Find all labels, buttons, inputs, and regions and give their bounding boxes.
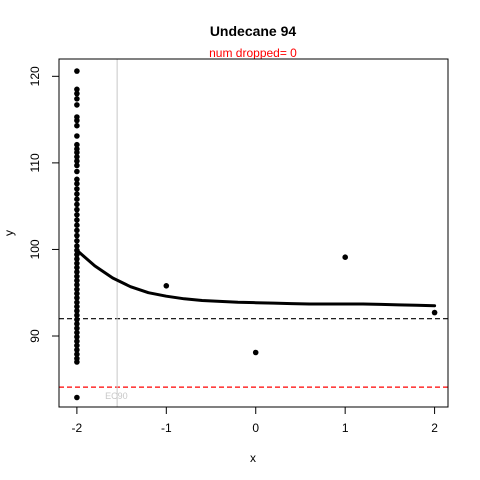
fit-curve <box>75 248 437 308</box>
data-point <box>74 290 80 297</box>
data-point <box>342 254 349 260</box>
y-tick-label: 90 <box>28 329 42 343</box>
y-tick-label: 100 <box>28 239 42 259</box>
data-point <box>74 122 80 129</box>
data-point <box>74 102 80 108</box>
data-point <box>74 238 80 244</box>
data-point <box>74 347 80 353</box>
data-point <box>74 303 80 310</box>
data-point <box>74 247 80 254</box>
x-tick-label: -2 <box>72 421 83 435</box>
data-point <box>74 251 80 258</box>
data-point <box>74 329 80 336</box>
data-point <box>74 264 80 271</box>
data-point <box>74 277 80 284</box>
data-point <box>74 196 80 202</box>
data-point <box>74 96 80 102</box>
data-point <box>74 273 80 280</box>
data-point <box>74 334 80 340</box>
data-point <box>74 286 80 293</box>
x-tick-label: 0 <box>252 421 259 435</box>
data-point <box>74 227 80 234</box>
x-axis: -2 -1 0 1 2 <box>72 407 438 435</box>
x-tick-label: -1 <box>161 421 172 435</box>
data-point <box>74 201 80 208</box>
y-tick-label: 120 <box>28 66 42 86</box>
data-point <box>74 256 80 262</box>
x-axis-label: x <box>250 451 256 465</box>
data-point <box>74 176 80 183</box>
plot-content: EC90 <box>59 59 448 407</box>
chart-subtitle: num dropped= 0 <box>209 46 297 60</box>
data-point <box>74 68 80 74</box>
data-point <box>74 186 80 192</box>
data-point <box>74 342 80 349</box>
data-point <box>74 212 80 218</box>
data-point <box>74 351 80 358</box>
data-point <box>74 217 80 223</box>
data-point <box>74 149 80 156</box>
data-point <box>74 394 80 401</box>
data-point <box>74 299 80 306</box>
data-point <box>74 312 80 319</box>
data-point <box>252 349 259 356</box>
data-point <box>74 316 80 323</box>
chart-title: Undecane 94 <box>210 23 297 39</box>
y-axis: 90 100 110 120 <box>28 66 59 343</box>
data-point <box>74 260 80 267</box>
data-point <box>74 206 80 213</box>
data-point <box>74 232 80 239</box>
y-axis-label: y <box>2 230 16 236</box>
data-point <box>74 158 80 164</box>
data-point <box>74 168 80 175</box>
data-point <box>74 133 80 139</box>
data-point <box>74 222 80 228</box>
data-point <box>74 162 80 169</box>
data-point <box>74 86 80 93</box>
data-point <box>74 338 80 345</box>
data-point <box>74 295 80 301</box>
data-point <box>74 269 80 275</box>
data-point <box>74 282 80 288</box>
reference-line-label: EC90 <box>105 391 128 401</box>
x-tick-label: 2 <box>431 421 438 435</box>
y-tick-label: 110 <box>28 153 42 172</box>
data-point <box>74 90 80 97</box>
data-point <box>74 117 80 124</box>
data-point <box>74 243 80 249</box>
data-point <box>74 141 80 148</box>
data-point <box>431 309 438 316</box>
plot-frame <box>58 58 449 408</box>
data-point <box>163 283 170 289</box>
data-point <box>74 154 80 160</box>
data-point <box>74 321 80 327</box>
data-point <box>74 180 80 187</box>
data-point <box>74 308 80 314</box>
data-point <box>74 191 80 197</box>
data-point <box>74 325 80 332</box>
x-tick-label: 1 <box>342 421 349 435</box>
data-point <box>74 359 80 365</box>
